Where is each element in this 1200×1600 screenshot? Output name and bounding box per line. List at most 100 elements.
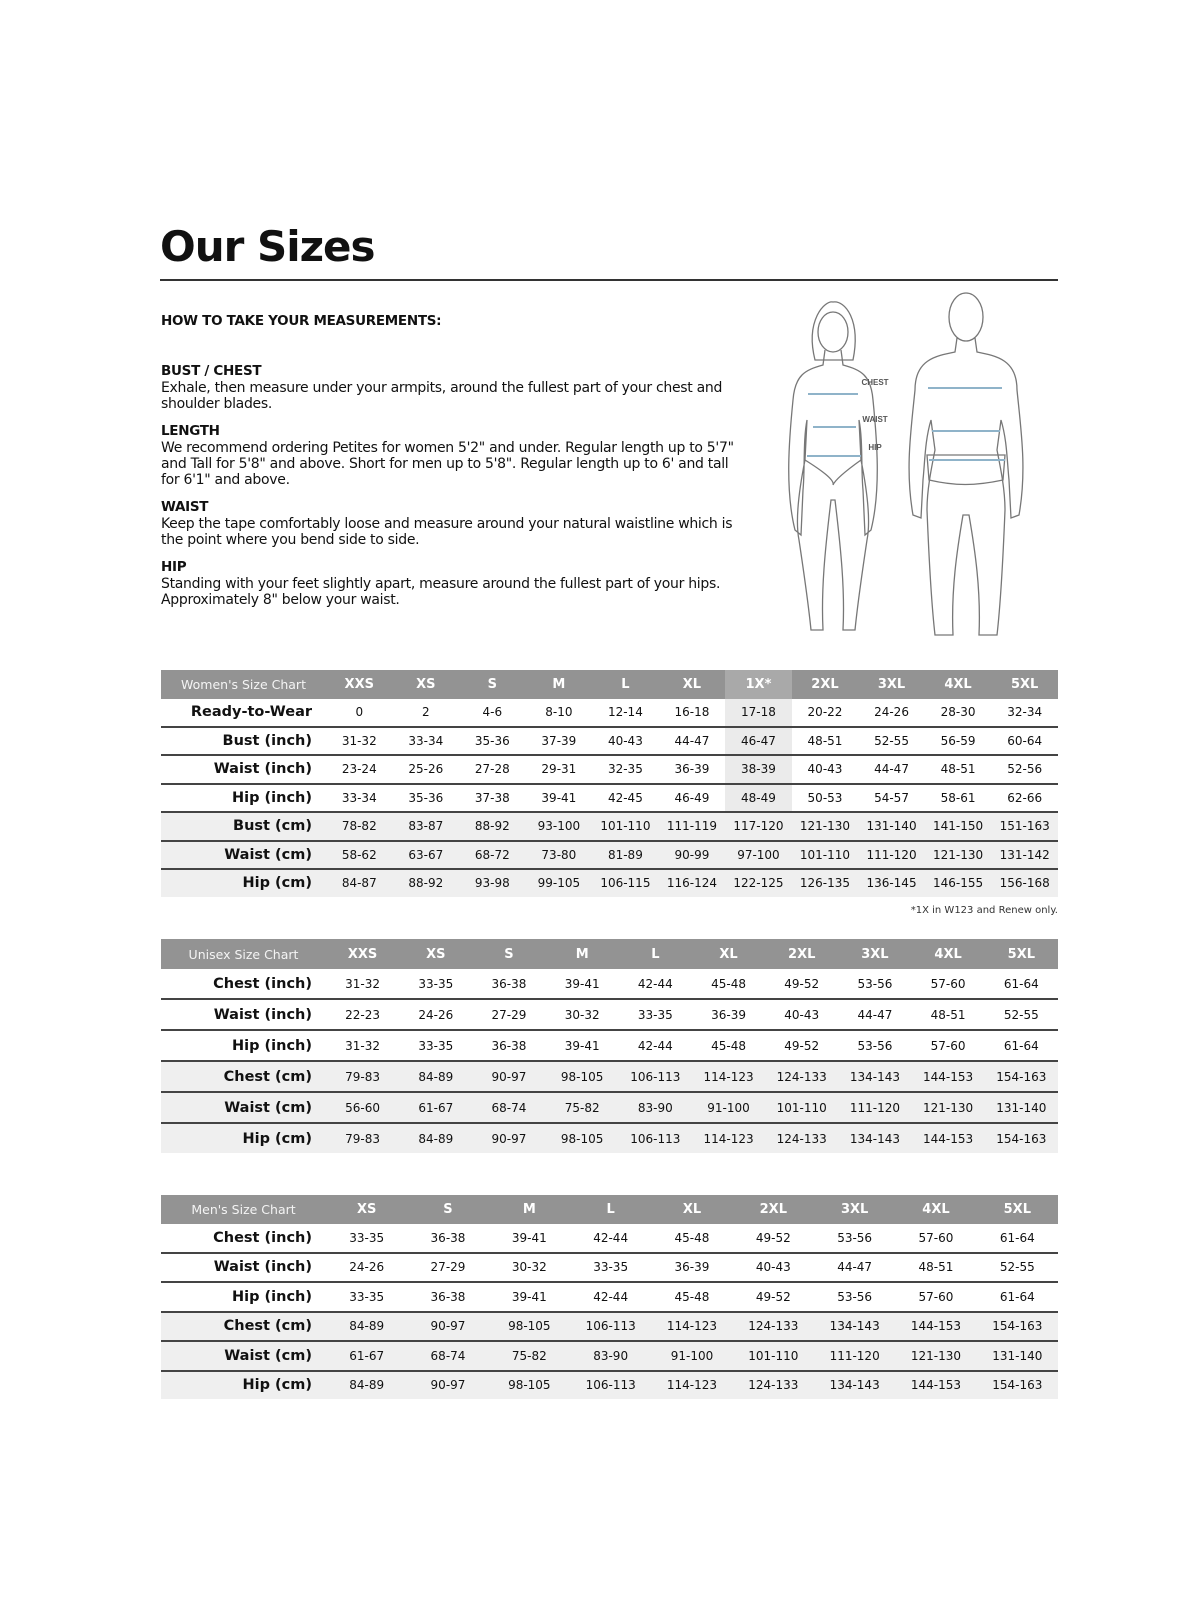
table-cell: 97-100 [725, 840, 792, 870]
table-cell: 98-105 [545, 1061, 619, 1093]
page-title: Our Sizes [160, 222, 376, 271]
table-cell: 101-110 [765, 1092, 839, 1124]
table-cell: 53-56 [838, 1030, 912, 1062]
size-header: XS [326, 1195, 408, 1224]
table-cell: 52-55 [984, 999, 1058, 1031]
table-cell: 114-123 [691, 1061, 766, 1093]
table-cell: 88-92 [392, 869, 460, 897]
table-cell: 126-135 [791, 869, 859, 897]
table-cell: 124-133 [765, 1061, 839, 1093]
table-cell: 83-90 [618, 1092, 692, 1124]
size-header: 3XL [858, 670, 925, 699]
table-cell: 58-62 [326, 840, 393, 870]
table-cell: 52-56 [991, 755, 1058, 785]
table-cell: 131-140 [976, 1341, 1058, 1372]
section-title: LENGTH [161, 423, 220, 439]
table-cell: 106-113 [618, 1061, 692, 1093]
table-cell: 20-22 [791, 699, 859, 728]
table-cell: 116-124 [658, 869, 726, 897]
table-cell: 42-44 [618, 969, 692, 1000]
size-header: L [618, 939, 692, 969]
table-cell: 117-120 [725, 812, 792, 842]
table-cell: 134-143 [813, 1370, 896, 1399]
row-label: Hip (inch) [161, 783, 326, 813]
table-cell: 44-47 [838, 999, 912, 1031]
table-cell: 121-130 [791, 812, 859, 842]
table-cell: 46-49 [658, 783, 726, 813]
table-cell: 48-51 [791, 726, 859, 756]
body-measurement-illustration: CHEST WAIST HIP [788, 292, 1024, 636]
table-cell: 8-10 [525, 699, 593, 728]
instructions-heading: HOW TO TAKE YOUR MEASUREMENTS: [161, 313, 442, 329]
table-cell: 31-32 [326, 969, 400, 1000]
table-cell: 33-34 [392, 726, 460, 756]
table-row: Waist (inch) 24-26 27-29 30-32 33-35 36-39 40-… [161, 1252, 1058, 1283]
table-cell: 98-105 [488, 1311, 570, 1342]
row-label: Chest (cm) [161, 1061, 326, 1093]
table-cell: 56-59 [924, 726, 992, 756]
table-cell: 16-18 [658, 699, 726, 728]
table-cell: 141-150 [924, 812, 992, 842]
table-cell: 154-163 [976, 1311, 1058, 1342]
figure-label-chest: CHEST [861, 378, 888, 387]
row-label: Ready-to-Wear [161, 699, 326, 728]
table-cell: 39-41 [488, 1282, 570, 1313]
table-cell: 49-52 [765, 1030, 839, 1062]
table-row: Hip (inch) 33-34 35-36 37-38 39-41 42-45 46-49… [161, 783, 1058, 813]
table-cell: 88-92 [459, 812, 526, 842]
size-header: 4XL [924, 670, 992, 699]
table-cell: 22-23 [326, 999, 400, 1031]
row-label: Bust (cm) [161, 812, 326, 842]
table-cell: 131-140 [984, 1092, 1058, 1124]
size-header: 5XL [976, 1195, 1058, 1224]
table-cell: 35-36 [459, 726, 526, 756]
table-cell: 44-47 [858, 755, 925, 785]
table-row: Waist (inch) 23-24 25-26 27-28 29-31 32-35 36-… [161, 755, 1058, 785]
measurement-instructions: HOW TO TAKE YOUR MEASUREMENTS: BUST / CH… [161, 313, 741, 619]
table-cell: 84-87 [326, 869, 393, 897]
size-header: XS [399, 939, 473, 969]
table-cell: 33-35 [326, 1224, 408, 1254]
table-cell: 52-55 [976, 1252, 1058, 1283]
table-cell: 91-100 [651, 1341, 733, 1372]
size-header: XXS [326, 939, 400, 969]
table-cell: 53-56 [838, 969, 912, 1000]
table-cell: 30-32 [488, 1252, 570, 1283]
section-title: BUST / CHEST [161, 363, 262, 379]
table-row: Hip (cm) 79-83 84-89 90-97 98-105 106-113 114-… [161, 1123, 1058, 1153]
table-cell: 101-110 [732, 1341, 814, 1372]
row-label: Waist (cm) [161, 1341, 326, 1372]
size-header: XL [658, 670, 726, 699]
row-label: Hip (cm) [161, 1370, 326, 1399]
table-cell: 36-38 [407, 1282, 489, 1313]
table-cell: 57-60 [895, 1282, 977, 1313]
table-cell: 37-39 [525, 726, 593, 756]
row-label: Hip (inch) [161, 1282, 326, 1313]
table-cell: 61-64 [984, 969, 1058, 1000]
unisex-size-chart: Unisex Size Chart XXS XS S M L XL 2XL 3XL 4XL 5XL C… [161, 939, 1058, 1153]
womens-size-chart: Women's Size Chart XXS XS S M L XL 1X* 2XL 3XL 4XL… [161, 670, 1058, 897]
table-cell: 40-43 [765, 999, 839, 1031]
table-cell: 30-32 [545, 999, 619, 1031]
table-cell: 60-64 [991, 726, 1058, 756]
table-cell: 27-28 [459, 755, 526, 785]
table-cell: 17-18 [725, 699, 792, 728]
table-cell: 90-97 [407, 1370, 489, 1399]
table-cell: 78-82 [326, 812, 393, 842]
footnote: *1X in W123 and Renew only. [910, 905, 1058, 916]
table-cell: 48-49 [725, 783, 792, 813]
male-figure [908, 292, 1024, 636]
row-label: Hip (cm) [161, 869, 326, 897]
table-cell: 12-14 [592, 699, 659, 728]
size-header: S [459, 670, 526, 699]
table-cell: 39-41 [545, 969, 619, 1000]
table-cell: 84-89 [326, 1370, 408, 1399]
table-row: Waist (cm) 58-62 63-67 68-72 73-80 81-89 90-99… [161, 840, 1058, 870]
section-text: We recommend ordering Petites for women … [161, 440, 734, 488]
table-cell: 42-44 [569, 1282, 652, 1313]
table-cell: 4-6 [459, 699, 526, 728]
table-cell: 36-39 [658, 755, 726, 785]
row-label: Hip (inch) [161, 1030, 326, 1062]
table-cell: 24-26 [858, 699, 925, 728]
size-header: 4XL [895, 1195, 977, 1224]
